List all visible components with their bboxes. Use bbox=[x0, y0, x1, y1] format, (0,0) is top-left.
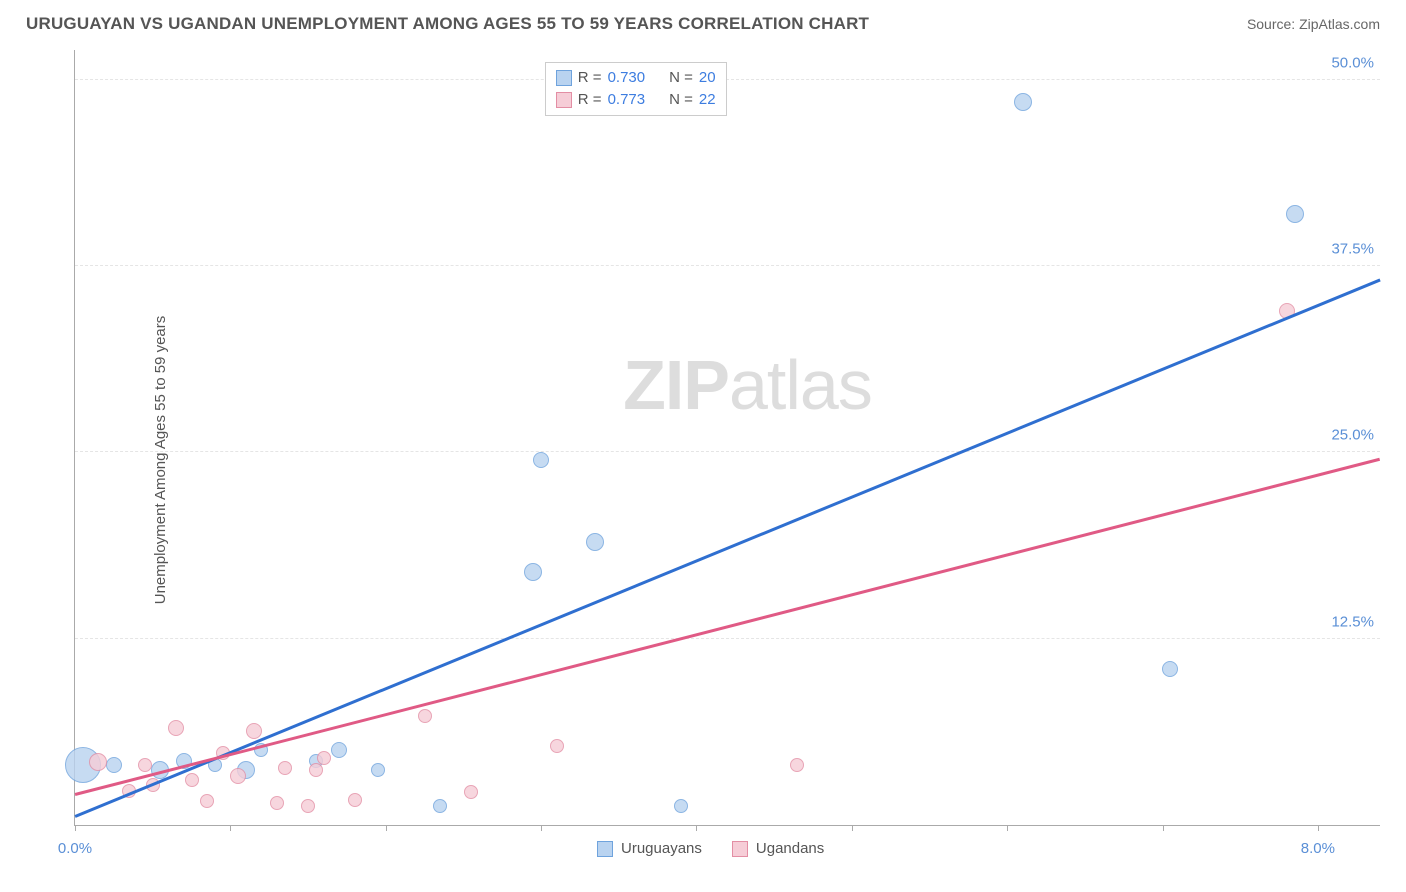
gridline bbox=[75, 79, 1380, 80]
legend-stats-row: R = 0.730 N = 20 bbox=[556, 67, 716, 89]
chart-container: Unemployment Among Ages 55 to 59 years Z… bbox=[26, 50, 1380, 870]
x-tick bbox=[1318, 825, 1319, 831]
legend-swatch bbox=[597, 841, 613, 857]
scatter-point bbox=[524, 563, 542, 581]
stat-r-value: 0.730 bbox=[608, 67, 646, 89]
legend-stats-row: R = 0.773 N = 22 bbox=[556, 89, 716, 111]
stat-n-value: 22 bbox=[699, 89, 716, 111]
plot-area: ZIPatlas 12.5%25.0%37.5%50.0%0.0%8.0%R =… bbox=[74, 50, 1380, 826]
y-tick-label: 25.0% bbox=[1331, 427, 1374, 444]
scatter-point bbox=[331, 742, 347, 758]
stat-r-label: R = bbox=[578, 67, 602, 89]
x-tick bbox=[230, 825, 231, 831]
x-tick bbox=[852, 825, 853, 831]
x-tick bbox=[386, 825, 387, 831]
y-tick-label: 12.5% bbox=[1331, 613, 1374, 630]
scatter-point bbox=[790, 758, 804, 772]
trend-line bbox=[75, 457, 1381, 795]
scatter-point bbox=[270, 796, 284, 810]
x-tick bbox=[1163, 825, 1164, 831]
scatter-point bbox=[674, 799, 688, 813]
x-max-label: 8.0% bbox=[1301, 840, 1335, 857]
scatter-point bbox=[309, 763, 323, 777]
trend-line bbox=[75, 279, 1381, 818]
stat-r-value: 0.773 bbox=[608, 89, 646, 111]
legend-swatch bbox=[556, 70, 572, 86]
legend-series: Uruguayans Ugandans bbox=[597, 840, 824, 857]
y-tick-label: 37.5% bbox=[1331, 241, 1374, 258]
scatter-point bbox=[1162, 661, 1178, 677]
watermark-rest: atlas bbox=[729, 346, 872, 424]
scatter-point bbox=[317, 751, 331, 765]
scatter-point bbox=[433, 799, 447, 813]
legend-swatch bbox=[732, 841, 748, 857]
scatter-point bbox=[586, 533, 604, 551]
scatter-point bbox=[168, 720, 184, 736]
scatter-point bbox=[371, 763, 385, 777]
legend-stats-box: R = 0.730 N = 20 R = 0.773 N = 22 bbox=[545, 62, 727, 116]
y-tick-label: 50.0% bbox=[1331, 54, 1374, 71]
scatter-point bbox=[301, 799, 315, 813]
x-tick bbox=[541, 825, 542, 831]
scatter-point bbox=[106, 757, 122, 773]
x-tick bbox=[1007, 825, 1008, 831]
legend-series-item: Uruguayans bbox=[597, 840, 702, 857]
stat-n-label: N = bbox=[669, 89, 693, 111]
scatter-point bbox=[464, 785, 478, 799]
x-tick bbox=[75, 825, 76, 831]
scatter-point bbox=[533, 452, 549, 468]
scatter-point bbox=[89, 753, 107, 771]
source-label: Source: ZipAtlas.com bbox=[1247, 16, 1380, 32]
scatter-point bbox=[1286, 205, 1304, 223]
x-min-label: 0.0% bbox=[58, 840, 92, 857]
scatter-point bbox=[278, 761, 292, 775]
watermark-bold: ZIP bbox=[623, 346, 729, 424]
gridline bbox=[75, 451, 1380, 452]
stat-n-value: 20 bbox=[699, 67, 716, 89]
scatter-point bbox=[230, 768, 246, 784]
scatter-point bbox=[200, 794, 214, 808]
legend-swatch bbox=[556, 92, 572, 108]
scatter-point bbox=[185, 773, 199, 787]
scatter-point bbox=[348, 793, 362, 807]
scatter-point bbox=[138, 758, 152, 772]
watermark: ZIPatlas bbox=[623, 345, 872, 425]
scatter-point bbox=[550, 739, 564, 753]
legend-series-item: Ugandans bbox=[732, 840, 824, 857]
legend-series-label: Uruguayans bbox=[621, 840, 702, 857]
stat-n-label: N = bbox=[669, 67, 693, 89]
chart-title: URUGUAYAN VS UGANDAN UNEMPLOYMENT AMONG … bbox=[26, 14, 869, 34]
scatter-point bbox=[418, 709, 432, 723]
scatter-point bbox=[246, 723, 262, 739]
gridline bbox=[75, 265, 1380, 266]
scatter-point bbox=[1014, 93, 1032, 111]
x-tick bbox=[696, 825, 697, 831]
gridline bbox=[75, 638, 1380, 639]
legend-series-label: Ugandans bbox=[756, 840, 824, 857]
stat-r-label: R = bbox=[578, 89, 602, 111]
